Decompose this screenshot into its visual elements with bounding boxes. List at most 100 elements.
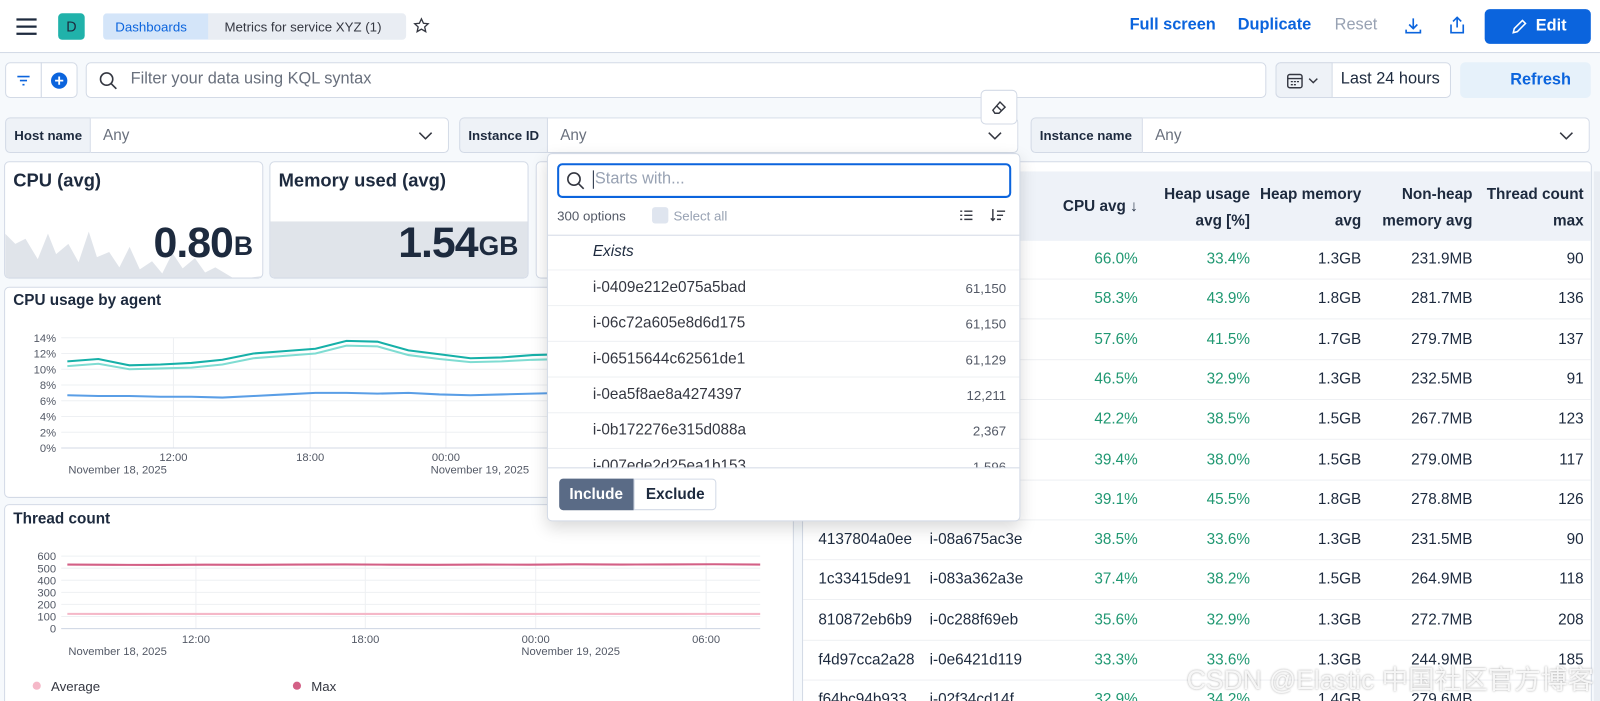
y-tick-label: 100 <box>37 612 56 624</box>
scrollbar <box>1593 171 1600 701</box>
menu-icon[interactable] <box>16 17 37 35</box>
control-value[interactable]: Any <box>1142 117 1590 154</box>
list-icon[interactable] <box>959 209 973 221</box>
y-tick-label: 0 <box>50 624 56 636</box>
header-action[interactable]: Duplicate <box>1237 16 1312 34</box>
y-tick-label: 4% <box>40 412 56 424</box>
cell: 279.0MB <box>1411 450 1473 468</box>
cell: i-0e6421d119 <box>929 651 1023 669</box>
column-header[interactable]: Non-heap memory avg <box>1382 185 1473 230</box>
row-divider <box>803 639 1591 641</box>
control-label: Host name <box>5 117 91 154</box>
y-tick-label: 14% <box>34 333 56 345</box>
option-label[interactable]: i-007ede2d25ea1b153 <box>592 457 747 468</box>
option-label[interactable]: i-06515644c62561de1 <box>592 349 746 368</box>
search-placeholder[interactable]: Starts with... <box>592 170 685 189</box>
cell: 38.2% <box>1206 570 1250 589</box>
metric-title: Memory used (avg) <box>278 170 446 191</box>
search-icon <box>99 72 117 90</box>
option-label[interactable]: i-0ea5f8ae8a4274397 <box>592 385 742 404</box>
cell: i-0c288f69eb <box>929 610 1019 629</box>
cell: 810872eb6b9 <box>818 610 912 629</box>
column-header[interactable]: Heap memory avg <box>1259 185 1362 230</box>
cell: 1.8GB <box>1317 490 1362 508</box>
star-icon[interactable] <box>413 17 430 33</box>
x-tick-label: 12:00 <box>182 634 210 646</box>
avatar[interactable]: D <box>58 13 85 40</box>
cell: 123 <box>1558 410 1584 428</box>
x-date-label: November 18, 2025 <box>68 464 167 476</box>
metric-panel <box>4 161 264 279</box>
cell: 45.5% <box>1206 490 1250 508</box>
cell: 32.9% <box>1206 370 1250 388</box>
select-all[interactable]: Select all <box>673 208 728 224</box>
chart-title: CPU usage by agent <box>13 292 161 309</box>
y-tick-label: 2% <box>40 427 56 439</box>
x-tick-label: 18:00 <box>296 452 324 464</box>
control-value[interactable]: Any <box>547 117 1019 154</box>
cell: 32.9% <box>1094 691 1138 701</box>
header-action[interactable]: Reset <box>1334 16 1378 34</box>
divider <box>547 467 1020 469</box>
share-icon[interactable] <box>1448 15 1466 34</box>
cell: 272.7MB <box>1411 610 1473 629</box>
header-action[interactable]: Full screen <box>1129 16 1216 34</box>
cell: 278.8MB <box>1411 490 1473 508</box>
control-label: Instance name <box>1030 117 1143 154</box>
exists-option[interactable]: Exists <box>592 242 634 261</box>
cell: 185 <box>1558 651 1584 669</box>
cell: 281.7MB <box>1411 290 1473 308</box>
options-search[interactable] <box>557 163 1012 198</box>
row-divider <box>803 559 1591 561</box>
legend-dot <box>32 681 41 690</box>
cell: 1.7GB <box>1317 330 1362 348</box>
column-header[interactable]: CPU avg ↓ <box>1062 197 1138 216</box>
column-header[interactable]: Heap usage avg [%] <box>1164 185 1250 230</box>
y-tick-label: 0% <box>40 443 56 455</box>
control-value[interactable]: Any <box>90 117 449 154</box>
select-all-checkbox[interactable] <box>652 207 669 224</box>
kql-search[interactable] <box>85 62 1267 98</box>
download-icon[interactable] <box>1404 16 1422 34</box>
option-count: 61,150 <box>965 280 1007 296</box>
include-button[interactable]: Include <box>559 478 634 511</box>
date-range[interactable]: Last 24 hours <box>1340 70 1440 88</box>
divider <box>547 234 1020 236</box>
calendar-button[interactable] <box>1275 62 1333 98</box>
option-count: 2,367 <box>972 423 1007 439</box>
y-tick-label: 300 <box>37 587 56 599</box>
row-divider <box>803 318 1591 320</box>
sparkline-area <box>270 221 528 278</box>
y-tick-label: 8% <box>40 380 56 392</box>
option-count: 12,211 <box>966 387 1007 404</box>
column-header[interactable]: Thread count max <box>1486 185 1584 230</box>
cell: 1.3GB <box>1317 610 1362 629</box>
cell: 38.5% <box>1094 530 1138 549</box>
row-divider <box>803 398 1591 400</box>
breadcrumb[interactable]: Dashboards <box>103 13 216 40</box>
option-count: 300 options <box>557 208 626 224</box>
eraser-button[interactable] <box>980 89 1018 125</box>
cell: 38.5% <box>1206 410 1250 428</box>
cell: 33.6% <box>1206 530 1250 549</box>
option-count: 61,129 <box>965 352 1007 368</box>
option-divider <box>547 340 1020 342</box>
exclude-button[interactable]: Exclude <box>633 478 717 511</box>
options-popover: Starts with... 300 options Select all Exist… <box>546 153 1021 522</box>
legend-label: Max <box>311 679 336 694</box>
edit-button[interactable]: Edit <box>1484 9 1591 44</box>
chevron <box>988 132 1002 140</box>
metric-value: 0.80 <box>153 218 234 267</box>
add-filter-button[interactable] <box>40 62 78 98</box>
cell: 58.3% <box>1094 290 1138 308</box>
cell: 33.6% <box>1206 651 1250 669</box>
refresh-button[interactable]: Refresh <box>1460 62 1591 98</box>
cell: 126 <box>1558 490 1584 508</box>
cell: 38.0% <box>1206 450 1250 468</box>
option-label[interactable]: i-06c72a605e8d6d175 <box>592 314 746 332</box>
cell: 57.6% <box>1094 330 1138 348</box>
sort-icon[interactable] <box>990 208 1006 222</box>
option-label[interactable]: i-0409e212e075a5bad <box>592 278 747 296</box>
option-label[interactable]: i-0b172276e315d088a <box>592 421 747 439</box>
